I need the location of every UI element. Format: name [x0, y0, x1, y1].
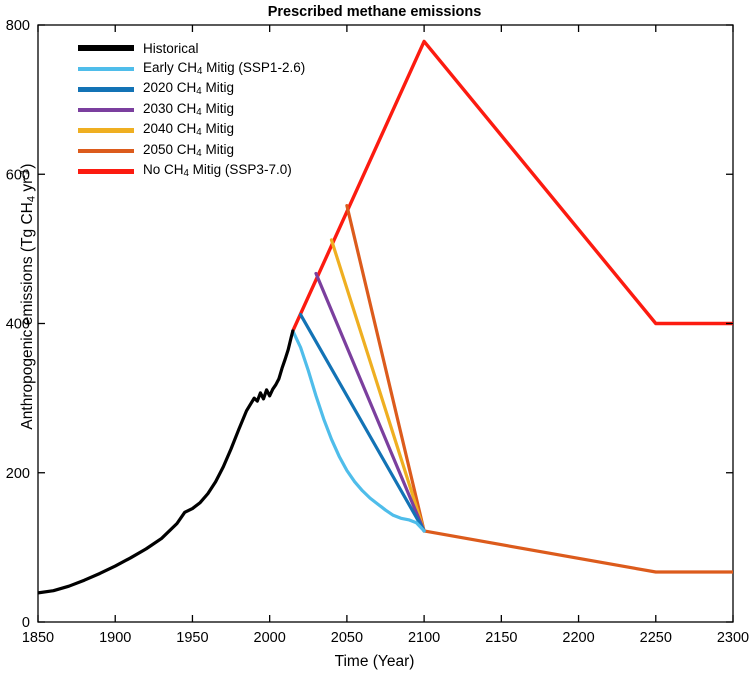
y-axis-label-prefix: Anthropogenic emissions (Tg CH	[19, 202, 37, 430]
series-line	[291, 39, 733, 333]
series-line	[291, 329, 426, 533]
series-line	[345, 203, 426, 533]
series-line	[298, 312, 426, 533]
x-tick-label: 1900	[99, 630, 131, 646]
chart-title: Prescribed methane emissions	[267, 4, 482, 20]
legend-color-swatch	[78, 148, 134, 153]
legend-color-swatch	[78, 169, 134, 174]
x-tick-label: 2300	[717, 630, 749, 646]
legend-label: 2020 CH4 Mitig	[143, 80, 234, 98]
legend-color-swatch	[78, 128, 134, 133]
y-tick-label: 200	[6, 466, 30, 482]
x-tick-label: 2050	[331, 630, 363, 646]
legend-entry[interactable]: Early CH4 Mitig (SSP1-2.6)	[78, 59, 328, 80]
x-axis-ticks: 1850 1900 1950 2000 2050 2100 2150 2200 2250 2300	[22, 25, 749, 646]
legend-label: 2050 CH4 Mitig	[143, 141, 234, 159]
x-tick-label: 1950	[176, 630, 208, 646]
legend-color-swatch	[78, 87, 134, 92]
legend-entry[interactable]: 2050 CH4 Mitig	[78, 141, 328, 162]
legend-label: No CH4 Mitig (SSP3-7.0)	[143, 162, 292, 180]
legend-label: 2030 CH4 Mitig	[143, 100, 234, 118]
series-line	[329, 238, 426, 533]
x-tick-label: 2200	[562, 630, 594, 646]
x-tick-label: 1850	[22, 630, 54, 646]
y-tick-label: 800	[6, 18, 30, 34]
legend-color-swatch	[78, 45, 134, 52]
chart-legend: Historical Early CH4 Mitig (SSP1-2.6) 2020…	[78, 38, 328, 182]
y-tick-label: 0	[22, 615, 30, 631]
y-axis-label-subscript: 4	[25, 195, 38, 203]
x-tick-label: 2150	[485, 630, 517, 646]
y-axis-label-suffix: )	[19, 163, 37, 169]
legend-entry[interactable]: 2040 CH4 Mitig	[78, 120, 328, 141]
legend-entry[interactable]: 2020 CH4 Mitig	[78, 79, 328, 100]
legend-label: Early CH4 Mitig (SSP1-2.6)	[143, 59, 306, 77]
x-tick-label: 2100	[408, 630, 440, 646]
series-line	[38, 329, 295, 595]
y-axis-ticks: 0 200 400 600 800	[6, 18, 733, 631]
legend-entry[interactable]: Historical	[78, 38, 328, 59]
y-axis-label-superscript: -1	[18, 168, 31, 179]
series-line	[422, 529, 733, 574]
y-axis-label-mid: yr	[19, 178, 37, 196]
y-axis-label: Anthropogenic emissions (Tg CH4 yr-1)	[18, 164, 38, 430]
y-tick-label: 600	[6, 167, 30, 183]
legend-color-swatch	[78, 107, 134, 112]
legend-label: Historical	[143, 40, 199, 56]
y-tick-label: 400	[6, 317, 30, 333]
x-axis-label: Time (Year)	[334, 653, 415, 670]
legend-label: 2040 CH4 Mitig	[143, 121, 234, 139]
series-line	[314, 271, 426, 533]
legend-color-swatch	[78, 66, 134, 71]
x-tick-label: 2250	[640, 630, 672, 646]
x-tick-label: 2000	[254, 630, 286, 646]
legend-entry[interactable]: 2030 CH4 Mitig	[78, 100, 328, 121]
legend-entry[interactable]: No CH4 Mitig (SSP3-7.0)	[78, 161, 328, 182]
data-series-group	[38, 39, 733, 595]
